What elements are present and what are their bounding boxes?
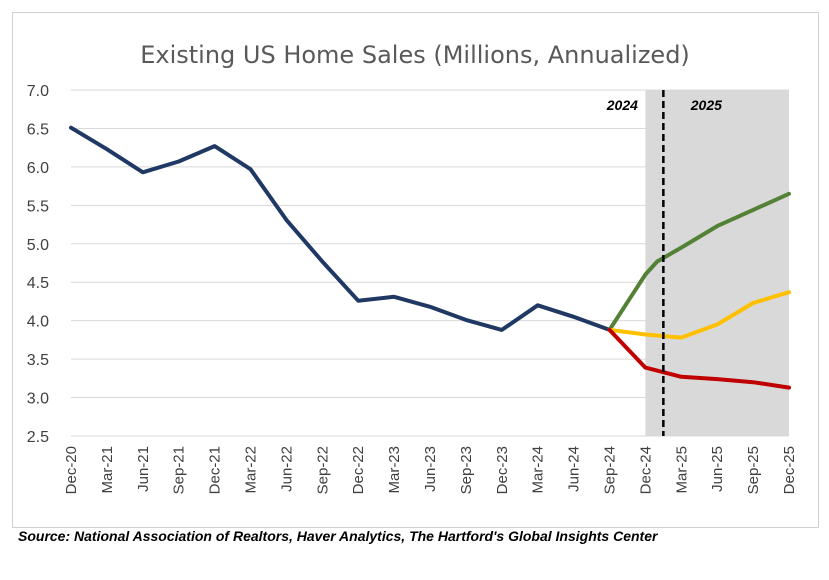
y-tick-label: 4.0 (27, 314, 49, 331)
y-tick-label: 7.0 (27, 83, 49, 100)
x-tick-label: Sep-23 (458, 446, 475, 494)
x-tick-label: Jun-21 (135, 446, 152, 492)
y-tick-label: 3.0 (27, 391, 49, 408)
chart-area: Existing US Home Sales (Millions, Annual… (12, 12, 819, 528)
x-tick-label: Dec-23 (494, 446, 511, 494)
x-tick-label: Sep-25 (745, 446, 762, 494)
x-tick-label: Jun-23 (422, 446, 439, 492)
y-tick-label: 2.5 (27, 429, 49, 446)
x-tick-label: Mar-24 (530, 446, 547, 494)
x-tick-label: Jun-22 (278, 446, 295, 492)
x-tick-label: Sep-22 (314, 446, 331, 494)
x-tick-label: Dec-20 (63, 446, 80, 494)
series-middle-line (607, 290, 791, 340)
x-tick-label: Mar-21 (99, 446, 116, 494)
chart-title: Existing US Home Sales (Millions, Annual… (140, 41, 690, 69)
y-tick-label: 4.5 (27, 275, 49, 292)
x-tick-label: Mar-23 (386, 446, 403, 494)
period-label-2024: 2024 (606, 97, 638, 113)
line-chart: Existing US Home Sales (Millions, Annual… (27, 41, 798, 494)
y-tick-label: 5.5 (27, 198, 49, 215)
y-tick-label: 6.5 (27, 121, 49, 138)
x-tick-label: Mar-22 (243, 446, 260, 494)
x-tick-label: Sep-21 (171, 446, 188, 494)
x-tick-label: Sep-24 (602, 446, 619, 494)
series-lower-line (607, 327, 791, 390)
period-label-2025: 2025 (690, 97, 722, 113)
series-upper-line (607, 191, 791, 332)
source-note: Source: National Association of Realtors… (18, 528, 658, 544)
x-tick-label: Dec-25 (781, 446, 798, 494)
x-tick-label: Dec-21 (207, 446, 224, 494)
x-tick-label: Mar-25 (673, 446, 690, 494)
y-tick-label: 6.0 (27, 160, 49, 177)
y-tick-label: 5.0 (27, 237, 49, 254)
x-tick-label: Jun-24 (566, 446, 583, 492)
x-tick-label: Dec-22 (350, 446, 367, 494)
x-tick-label: Jun-25 (709, 446, 726, 492)
series-historical-line (69, 125, 612, 332)
y-tick-label: 3.5 (27, 352, 49, 369)
x-tick-label: Dec-24 (637, 446, 654, 494)
